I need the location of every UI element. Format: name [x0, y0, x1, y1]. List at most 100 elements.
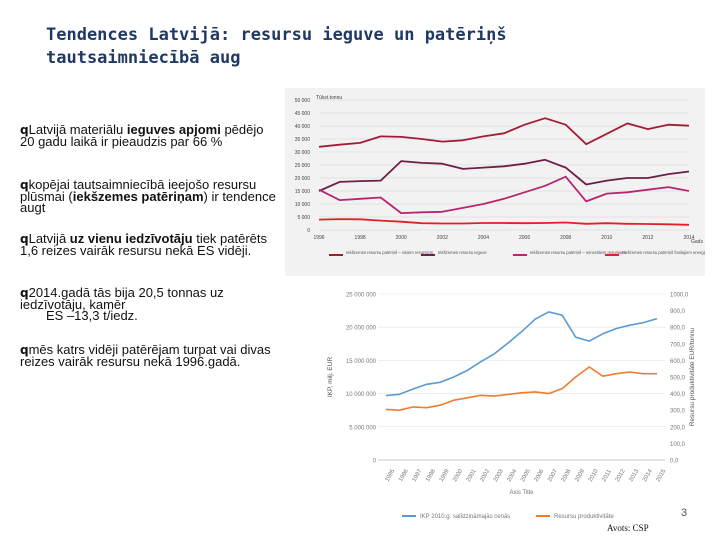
- legend-label: IKP 2010.g. salīdzināmajās cenās: [420, 514, 510, 520]
- y-tick-label: 35 000: [295, 137, 311, 143]
- y-tick-label: 45 000: [295, 111, 311, 117]
- x-tick-label: 2010: [601, 235, 612, 241]
- x-tick-label: 1996: [313, 235, 324, 241]
- bullet-item: qkopējai tautsaimniecībā ieejošo resursu…: [20, 177, 278, 215]
- legend-label: Iekšzemes resursu patēriņš fosilajiem en…: [622, 250, 705, 255]
- y-tick-label: 10 000 000: [346, 392, 377, 398]
- y-right-tick-label: 400,0: [670, 392, 686, 398]
- series-line: [385, 366, 657, 411]
- x-tick-label: 1995: [385, 468, 397, 483]
- x-tick-label: 2014: [642, 468, 654, 483]
- y-right-tick-label: 700,0: [670, 342, 686, 348]
- x-axis-label: Gads: [691, 239, 703, 245]
- bullet-text-part: pēdējo 20 gadu laikā ir pieaudzis par 66…: [20, 122, 264, 149]
- bullet-text-part: tiek patērēts 1,6 reizes vairāk resursu …: [20, 231, 268, 258]
- x-tick-label: 2002: [437, 235, 448, 241]
- y-right-tick-label: 1000,0: [670, 293, 689, 299]
- bullet-text: kopējai tautsaimniecībā ieejošo resursu …: [20, 177, 276, 215]
- y-tick-label: 20 000: [295, 176, 311, 182]
- legend-label: Iekšzemes resursu patēriņš – visiem resu…: [346, 250, 434, 255]
- bullet-item: q2014.gadā tās bija 20,5 tonnas uz iedzī…: [20, 285, 278, 323]
- bullet-item: qLatvijā materiālu ieguves apjomi pēdējo…: [20, 122, 278, 149]
- bullet-bold-text: apjomi: [178, 122, 221, 137]
- x-tick-label: 2015: [656, 468, 668, 483]
- x-tick-label: 2001: [466, 468, 478, 483]
- y-tick-label: 5 000: [297, 215, 310, 221]
- x-tick-label: 1999: [439, 468, 451, 483]
- x-tick-label: 1998: [355, 235, 366, 241]
- y-tick-label: 15 000: [295, 189, 311, 195]
- x-tick-label: 2011: [601, 468, 613, 483]
- bullet-text: Latvijā materiālu ieguves apjomi pēdējo …: [20, 122, 263, 149]
- x-tick-label: 2000: [452, 468, 464, 483]
- bullet-text-part: Latvijā: [28, 231, 70, 246]
- gdp-productivity-chart: 0 5 000 000 10 000 000 15 000 000 20 000 000…: [327, 293, 696, 521]
- y-tick-label: 10 000: [295, 202, 311, 208]
- y-right-tick-label: 600,0: [670, 359, 686, 365]
- x-tick-label: 1997: [412, 468, 424, 483]
- x-tick-label: 2002: [479, 468, 491, 483]
- x-tick-label: 2013: [628, 468, 640, 483]
- x-tick-label: 2009: [574, 468, 586, 483]
- y-tick-label: 30 000: [295, 150, 311, 156]
- x-tick-label: 2004: [478, 235, 489, 241]
- series-line: [318, 218, 690, 226]
- y-tick-label: 25 000: [295, 163, 311, 169]
- bullet-bold-text: uz vienu iedzīvotāju: [69, 231, 193, 246]
- y-right-tick-label: 100,0: [670, 442, 686, 448]
- y-right-axis-label: Resursu produktivitāte EUR/tonnu: [689, 327, 696, 426]
- y-axis-label: Tūkst.tonnu: [316, 95, 342, 101]
- x-tick-label: 2000: [396, 235, 407, 241]
- x-tick-label: 2008: [561, 468, 573, 483]
- bullet-item: qLatvijā uz vienu iedzīvotāju tiek patēr…: [20, 231, 278, 258]
- x-tick-label: 2007: [547, 468, 559, 483]
- x-tick-label: 2006: [519, 235, 530, 241]
- y-tick-label: 15 000 000: [346, 359, 377, 365]
- y-right-tick-label: 200,0: [670, 425, 686, 431]
- bullet-marker-icon: q: [20, 123, 29, 137]
- bullet-text: mēs katrs vidēji patērējam turpat vai di…: [20, 342, 271, 369]
- bullet-text-part: Latvijā materiālu: [28, 122, 127, 137]
- x-tick-label: 2005: [520, 468, 532, 483]
- series-line: [318, 175, 690, 214]
- bullet-text-part: 2014.gadā tās bija 20,5 tonnas uz iedzīv…: [20, 285, 224, 312]
- x-tick-label: 1996: [398, 468, 410, 483]
- bullet-subtext: ES –13,3 t/iedz.: [46, 308, 138, 323]
- y-tick-label: 0: [373, 459, 377, 465]
- y-tick-label: 5 000 000: [349, 425, 376, 431]
- bullet-text: 2014.gadā tās bija 20,5 tonnas uz iedzīv…: [20, 285, 224, 312]
- bullet-text: Latvijā uz vienu iedzīvotāju tiek patērē…: [20, 231, 267, 258]
- bullet-marker-icon: q: [20, 232, 29, 246]
- bullet-text-part: mēs katrs vidēji patērējam turpat vai di…: [20, 342, 271, 369]
- x-axis-label: Axis Title: [509, 490, 534, 496]
- x-tick-label: 2014: [683, 235, 694, 241]
- bullet-marker-icon: q: [20, 286, 29, 300]
- bullet-marker-icon: q: [20, 178, 29, 192]
- y-tick-label: 40 000: [295, 124, 311, 130]
- bullet-marker-icon: q: [20, 343, 29, 357]
- legend-label: Iekšzemes resursu ieguve: [438, 250, 487, 255]
- bullet-bold-text: ieguves: [126, 122, 176, 137]
- x-tick-label: 2012: [642, 235, 653, 241]
- y-tick-label: 50 000: [295, 98, 311, 104]
- slide-title: Tendences Latvijā: resursu ieguve un pat…: [46, 24, 606, 70]
- y-tick-label: 20 000 000: [346, 326, 377, 332]
- x-tick-label: 2004: [506, 468, 518, 483]
- slide-title-line1: Tendences Latvijā: resursu ieguve un pat…: [46, 25, 507, 45]
- y-tick-label: 25 000 000: [346, 293, 377, 299]
- resource-consumption-chart: 0 5 000 10 000 15 000 20 000 25 000 30 000 35 0…: [285, 88, 705, 276]
- bullet-bold-text: iekšzemes patēriņam: [72, 189, 204, 204]
- legend-label: Iekšzemes resursu patēriņš – minerāliem …: [530, 250, 626, 255]
- y-right-tick-label: 800,0: [670, 326, 686, 332]
- x-tick-label: 2012: [615, 468, 627, 483]
- x-tick-label: 2010: [588, 468, 600, 483]
- y-axis-label: IKP, milj. EUR: [327, 357, 334, 398]
- y-right-tick-label: 900,0: [670, 309, 686, 315]
- page-number: 3: [681, 507, 688, 519]
- x-tick-label: 2006: [534, 468, 546, 483]
- x-tick-label: 2003: [493, 468, 505, 483]
- legend-label: Resursu produktivitāte: [554, 514, 614, 520]
- y-right-tick-label: 300,0: [670, 409, 686, 415]
- series-line: [318, 158, 690, 192]
- y-tick-label: 0: [307, 228, 310, 234]
